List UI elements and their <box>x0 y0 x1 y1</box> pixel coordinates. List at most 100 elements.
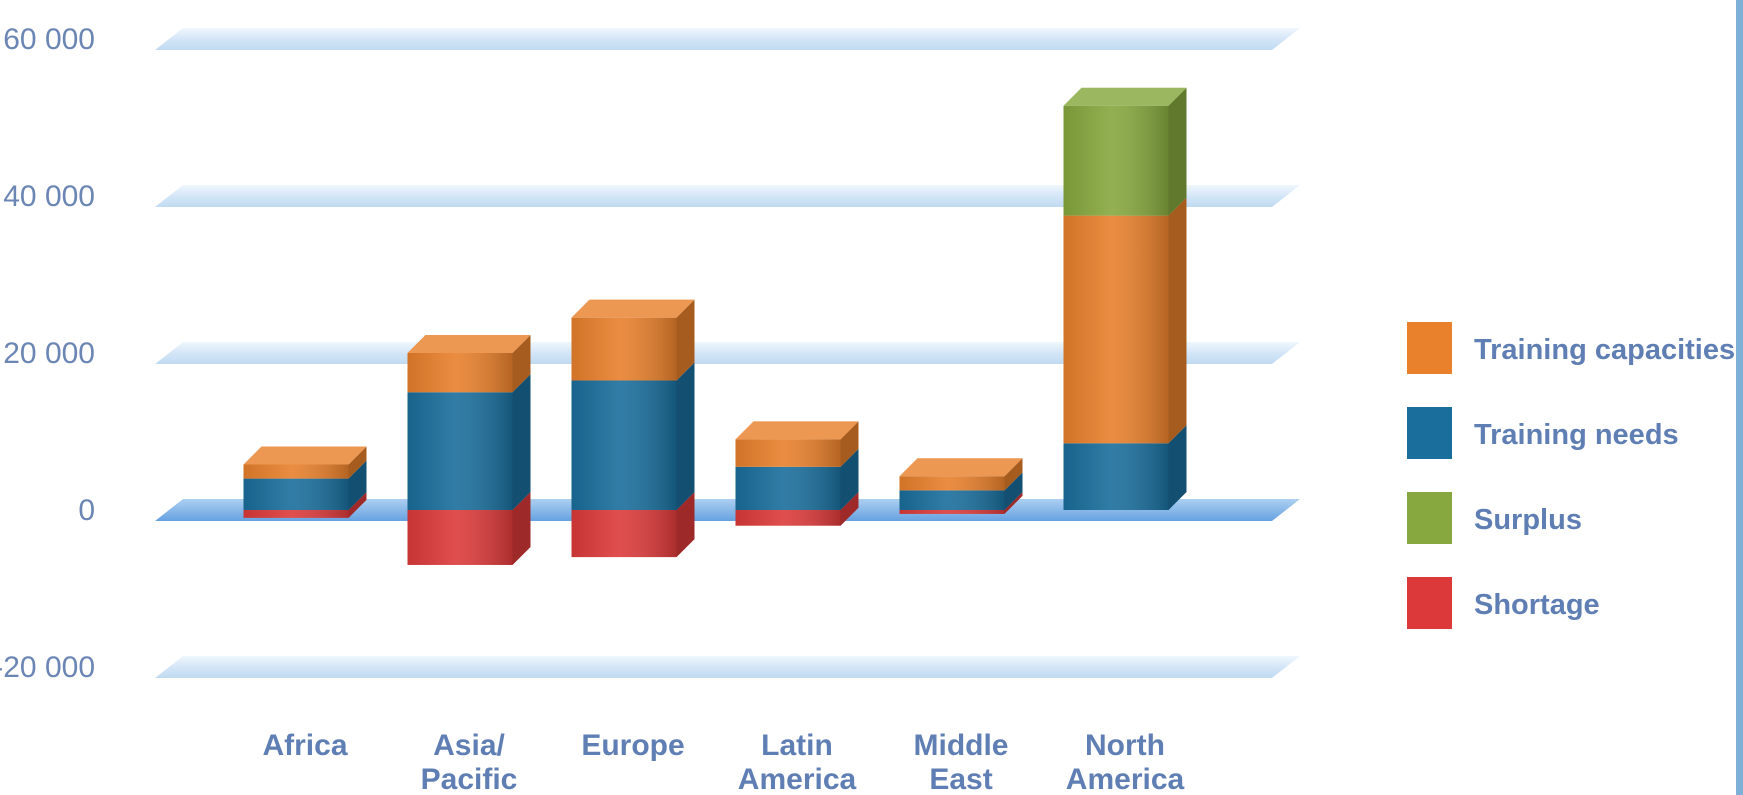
bar-top <box>1063 87 1187 106</box>
bar-top-face <box>243 446 367 465</box>
legend-swatch <box>1407 492 1452 544</box>
gridline-plane <box>155 185 1300 207</box>
x-category-line: East <box>929 763 992 795</box>
bar-segment <box>899 458 1023 491</box>
bar-shade <box>571 317 677 381</box>
bar-top <box>407 335 531 353</box>
bar-top <box>735 421 859 440</box>
bar-side-shade <box>840 448 859 510</box>
bar-shade <box>899 490 1005 510</box>
bar-segment <box>735 492 859 526</box>
bar-segment <box>1063 425 1187 510</box>
bar-side-shade <box>348 460 367 510</box>
legend: Training capacities Training needs Surplus… <box>1407 322 1735 629</box>
bar-side <box>348 446 367 479</box>
bar-top-face <box>899 458 1023 477</box>
bar-side-shade <box>1004 492 1023 514</box>
bar-segment <box>571 299 695 381</box>
legend-label: Training capacities <box>1474 334 1735 366</box>
bar-top-highlight <box>1063 87 1187 106</box>
bar-side <box>1004 458 1023 491</box>
bar-side <box>676 362 695 510</box>
x-category-line: Middle <box>914 729 1009 762</box>
bar-segment <box>735 448 859 510</box>
bar-shade <box>243 464 349 479</box>
bar-side <box>840 421 859 467</box>
bar-side-shade <box>840 492 859 526</box>
bar-side <box>348 460 367 510</box>
gridline-plane <box>155 656 1300 678</box>
y-tick-label: 60 000 <box>3 23 95 56</box>
bar-top-face <box>407 335 531 353</box>
bar-segment <box>735 421 859 467</box>
y-tick-label: 20 000 <box>3 337 95 370</box>
bar-segment <box>1063 87 1187 216</box>
bar-side-shade <box>676 362 695 510</box>
bar-segment <box>1063 197 1187 444</box>
gridline-plane <box>155 28 1300 50</box>
bar-side-shade <box>1168 197 1187 444</box>
bar-segment <box>407 335 531 393</box>
bar-side <box>676 299 695 381</box>
bar-side-shade <box>676 299 695 381</box>
legend-item: Training capacities <box>1407 322 1735 374</box>
bar-side-shade <box>348 446 367 479</box>
bar-side <box>1168 87 1187 216</box>
y-tick-label: -20 000 <box>0 651 95 684</box>
x-category-line: America <box>1066 763 1185 795</box>
right-edge-strip <box>1736 0 1743 795</box>
bar-shade <box>407 510 513 565</box>
x-category-label: Africa <box>262 729 347 762</box>
x-category-line: Pacific <box>421 763 518 795</box>
x-category-line: Africa <box>262 729 347 762</box>
bar-side-shade <box>512 374 531 510</box>
bar-shade <box>243 510 349 518</box>
bar-side <box>1004 492 1023 514</box>
y-tick-label: 40 000 <box>3 180 95 213</box>
bar-side <box>676 492 695 558</box>
x-category-label: Latin America <box>738 729 857 795</box>
bar-shade <box>735 439 841 467</box>
bar-shade <box>1063 215 1169 444</box>
bar-shade <box>899 510 1005 514</box>
bar-segment <box>407 374 531 510</box>
x-category-label: Asia/Pacific <box>421 729 518 795</box>
bar-shade <box>1063 105 1169 216</box>
legend-swatch <box>1407 407 1452 459</box>
bar-side-shade <box>1168 87 1187 216</box>
legend-item: Shortage <box>1407 577 1600 629</box>
bar-side <box>348 492 367 518</box>
bar-top-face <box>735 421 859 440</box>
bar-top-face <box>1063 87 1187 106</box>
bar-side <box>840 448 859 510</box>
legend-swatch <box>1407 577 1452 629</box>
x-category-line: America <box>738 763 857 795</box>
bar-shade <box>1063 443 1169 510</box>
bar-top-highlight <box>407 335 531 353</box>
bar-segment <box>243 492 367 518</box>
legend-label: Training needs <box>1474 419 1679 451</box>
bar-side-shade <box>840 421 859 467</box>
bar-top-highlight <box>571 299 695 318</box>
bar-shade <box>243 478 349 510</box>
bar-shade <box>899 476 1005 491</box>
bar-segment <box>571 492 695 558</box>
bar-side <box>1168 197 1187 444</box>
legend-item: Surplus <box>1407 492 1582 544</box>
bar-top-highlight <box>243 446 367 465</box>
bar-top <box>243 446 367 465</box>
bar-side <box>840 492 859 526</box>
bar-segment <box>899 492 1023 514</box>
bar-side-shade <box>676 492 695 558</box>
bars <box>243 87 1187 565</box>
bar-shade <box>407 353 513 393</box>
bar-shade <box>735 466 841 510</box>
bar-shade <box>571 380 677 510</box>
bar-segment <box>243 446 367 479</box>
bar-side-shade <box>512 492 531 565</box>
bar-shade <box>735 510 841 526</box>
bar-shade <box>571 510 677 558</box>
